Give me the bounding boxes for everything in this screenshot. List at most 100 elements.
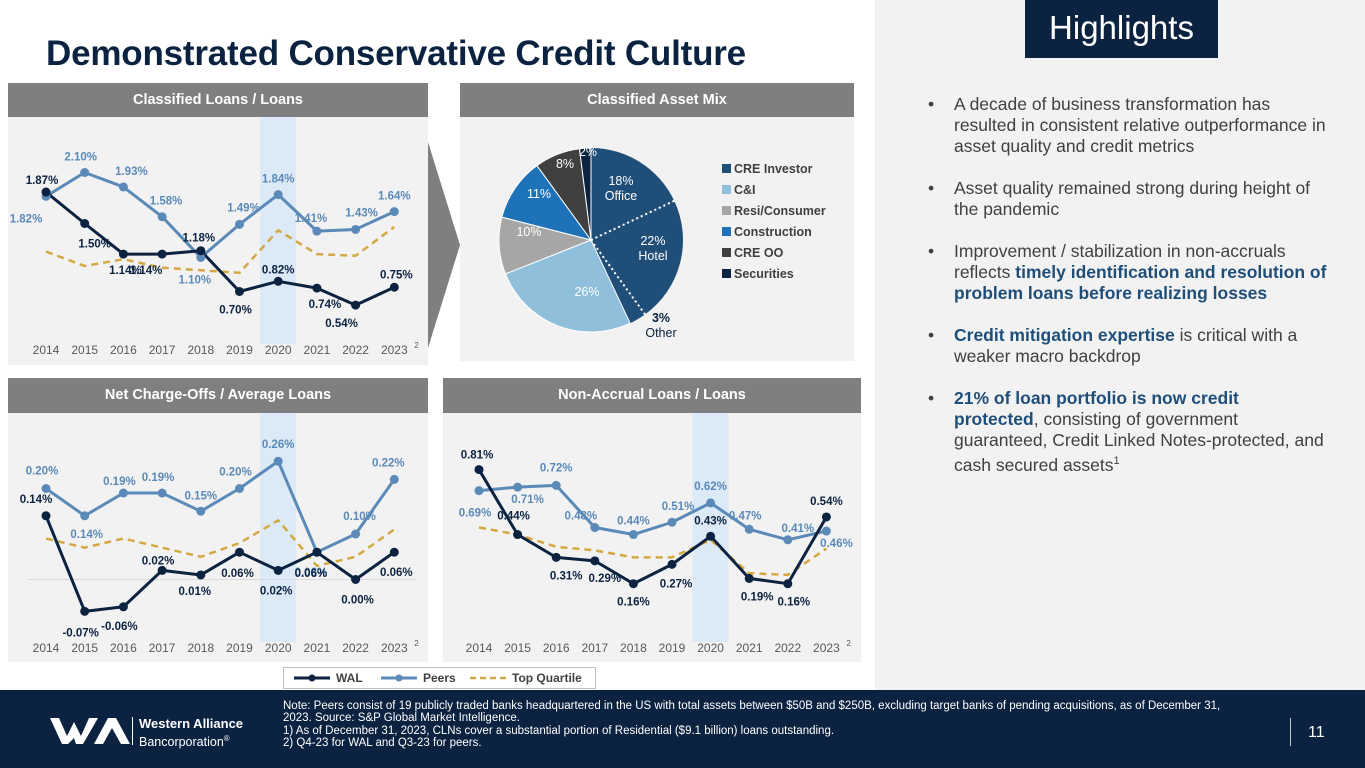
bullet-dot-icon: • (928, 325, 935, 345)
wal-data-label: 0.06% (221, 568, 254, 580)
wal-point (118, 249, 128, 259)
peers-data-label: 1.43% (345, 207, 378, 219)
nonaccrual-header: Non-Accrual Loans / Loans (443, 378, 861, 413)
wal-point (389, 547, 399, 557)
peers-data-label: 0.14% (70, 529, 103, 541)
bullet-text: Improvement / stabilization in non-accru… (954, 241, 1286, 282)
x-tick-label: 2023 (381, 343, 408, 357)
wal-point (551, 552, 561, 562)
peers-data-label: 0.71% (511, 494, 544, 506)
peers-point (389, 207, 399, 217)
peers-point (196, 506, 206, 516)
wal-series-line (45, 190, 395, 307)
peers-data-label: 1.84% (262, 174, 295, 186)
wal-data-label: 0.75% (380, 269, 413, 281)
bullet-text: is critical with a weaker macro backdrop (954, 325, 1298, 366)
x-tick-label: 2020 (265, 641, 292, 655)
wal-data-label: 0.14% (20, 494, 53, 506)
x-tick-label: 2019 (226, 641, 253, 655)
peers-data-label: 0.15% (184, 490, 217, 502)
wal-point (667, 559, 677, 569)
wal-data-label: 0.02% (142, 555, 175, 567)
x-tick-label: 2021 (304, 343, 331, 357)
peers-data-label: 0.51% (662, 501, 695, 513)
wal-point (590, 556, 600, 566)
x-tick-label: 2016 (110, 343, 137, 357)
slice-separator (590, 239, 646, 316)
footnotes: Note: Peers consist of 19 publicly trade… (283, 700, 1243, 750)
x-tick-label: 2020 (697, 641, 724, 655)
classified-panel (8, 83, 428, 365)
x-tick-label: 2023 (813, 641, 840, 655)
slice-value-label: 8% (556, 157, 574, 171)
wal-point (312, 547, 322, 557)
wal-point (351, 300, 361, 310)
x-tick-label: 2019 (659, 641, 686, 655)
peers-data-label: 0.20% (219, 467, 252, 479)
registered-mark: ® (223, 734, 230, 743)
peers-data-label: 0.06% (295, 567, 328, 579)
top-quartile-series-line (45, 519, 396, 568)
legend-wal-label: WAL (336, 671, 363, 685)
peers-point (628, 530, 638, 540)
wal-point (273, 565, 283, 575)
highlights-bullets: • A decade of business transformation has… (928, 94, 1328, 497)
wal-series-line (44, 515, 396, 613)
wal-point (744, 573, 754, 583)
wal-data-label: -0.07% (62, 627, 98, 639)
peers-data-label: 1.82% (10, 213, 43, 225)
footnote-marker: 2 (846, 639, 851, 648)
peers-point (783, 535, 793, 545)
wal-data-label: 0.27% (660, 578, 693, 590)
peers-point (80, 168, 90, 177)
mix-chart: 18%Office 22%Hotel 3%Other 26% 10% 11% 8% 2% CRE… (498, 145, 826, 340)
wal-point (196, 246, 206, 256)
peers-point (351, 529, 361, 539)
company-line2-wrap: Bancorporation® (139, 731, 243, 750)
company-line2: Bancorporation (139, 735, 224, 750)
peers-point (235, 219, 244, 229)
wal-data-label: 0.06% (380, 567, 413, 579)
legend-swatch (722, 227, 731, 236)
bullet-text: 1 (1113, 455, 1120, 467)
chevron-arrow-icon (428, 142, 460, 348)
wal-data-label: 0.82% (262, 264, 295, 276)
peers-data-label: 0.20% (26, 466, 59, 478)
wal-point (783, 579, 793, 589)
x-tick-label: 2016 (110, 641, 137, 655)
wal-series-line (477, 468, 828, 586)
peers-data-label: 1.64% (378, 191, 411, 203)
highlight-bullet: • 21% of loan portfolio is now credit pro… (928, 388, 1328, 476)
pie-slice (591, 148, 675, 240)
wal-point (157, 249, 167, 259)
nco-header: Net Charge-Offs / Average Loans (8, 378, 428, 413)
peers-point (273, 190, 283, 200)
highlight-bullet: • Improvement / stabilization in non-accr… (928, 241, 1328, 304)
peers-point (273, 456, 283, 466)
x-tick-label: 2019 (226, 343, 253, 357)
bullet-text: 21% of loan portfolio is now credit prot… (954, 388, 1239, 429)
slice-value-label: 18% (608, 174, 633, 188)
nonaccrual-chart: 0.69% 0.71% 0.72% 0.48% 0.44% 0.51% 0.62% 0.47%… (459, 413, 853, 655)
peers-data-label: 0.47% (729, 510, 762, 522)
legend-swatch (722, 248, 731, 257)
x-tick-label: 2014 (466, 641, 493, 655)
highlight-band (692, 413, 729, 642)
wal-point (389, 282, 399, 292)
wal-point (80, 606, 90, 616)
wal-point (157, 565, 167, 575)
legend-label: CRE Investor (734, 162, 813, 176)
wal-point (312, 283, 322, 293)
note-2: 2) Q4-23 for WAL and Q3-23 for peers. (283, 737, 482, 750)
peers-point (744, 524, 754, 534)
bullet-text: Asset quality remained strong during hei… (954, 178, 1311, 219)
x-tick-label: 2018 (187, 343, 214, 357)
footnote-marker: 2 (414, 639, 419, 648)
footer-bar (0, 690, 1365, 768)
legend-topq-label: Top Quartile (512, 671, 582, 685)
page-number-divider (1290, 718, 1291, 746)
peers-data-label: 1.49% (227, 202, 260, 214)
wal-data-label: 1.87% (26, 175, 59, 187)
peers-series-line (45, 171, 395, 259)
peers-point (590, 523, 600, 533)
